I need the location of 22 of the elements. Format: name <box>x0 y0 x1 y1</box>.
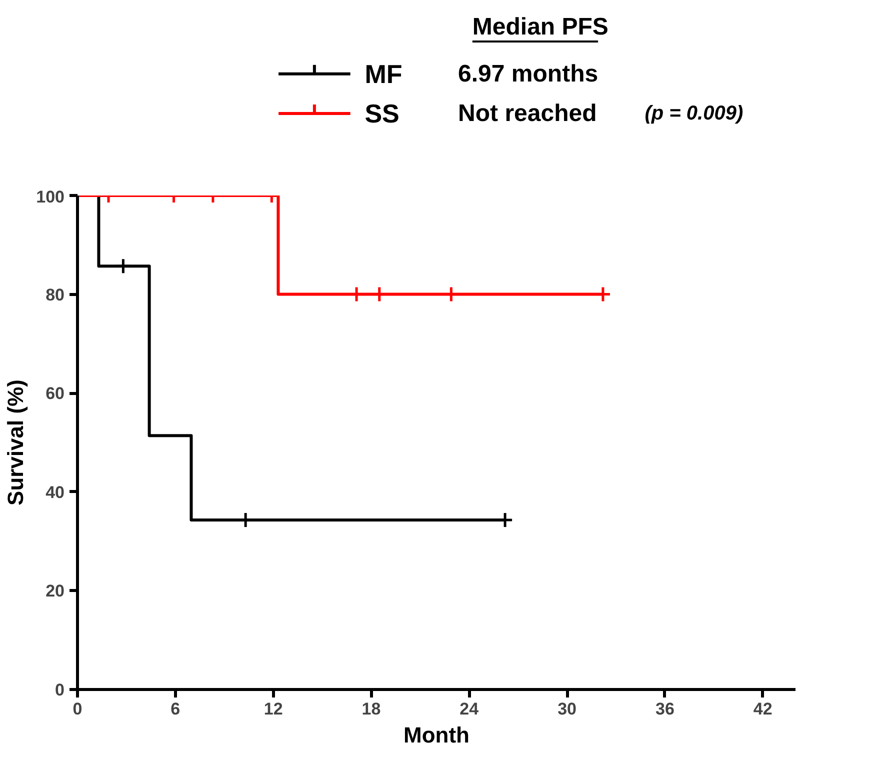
text: 6.97 months <box>458 60 598 88</box>
legend-label: SS <box>364 98 400 128</box>
y-tick-label: 20 <box>46 582 65 601</box>
x-tick-label: 18 <box>362 700 381 718</box>
text: (p = 0.009) <box>644 102 744 124</box>
x-tick-label: 30 <box>558 700 577 718</box>
x-tick-label: 6 <box>170 700 180 718</box>
x-tick-label: 42 <box>753 700 772 718</box>
x-tick-label: 36 <box>656 700 674 718</box>
text: Not reached <box>458 100 597 127</box>
legend-label: MF <box>364 58 402 89</box>
y-tick-label: 80 <box>46 285 65 304</box>
legend-title: Median PFS <box>472 14 608 41</box>
x-tick-label: 12 <box>264 700 283 718</box>
x-axis-title: Month <box>404 722 470 748</box>
x-tick-label: 0 <box>72 700 82 718</box>
y-tick-label: 0 <box>55 680 65 700</box>
y-axis-title: Survival (%) <box>3 380 28 506</box>
y-tick-label: 100 <box>36 188 65 206</box>
y-tick-label: 60 <box>46 384 65 404</box>
x-tick-label: 24 <box>460 700 480 718</box>
y-tick-label: 40 <box>46 482 65 502</box>
